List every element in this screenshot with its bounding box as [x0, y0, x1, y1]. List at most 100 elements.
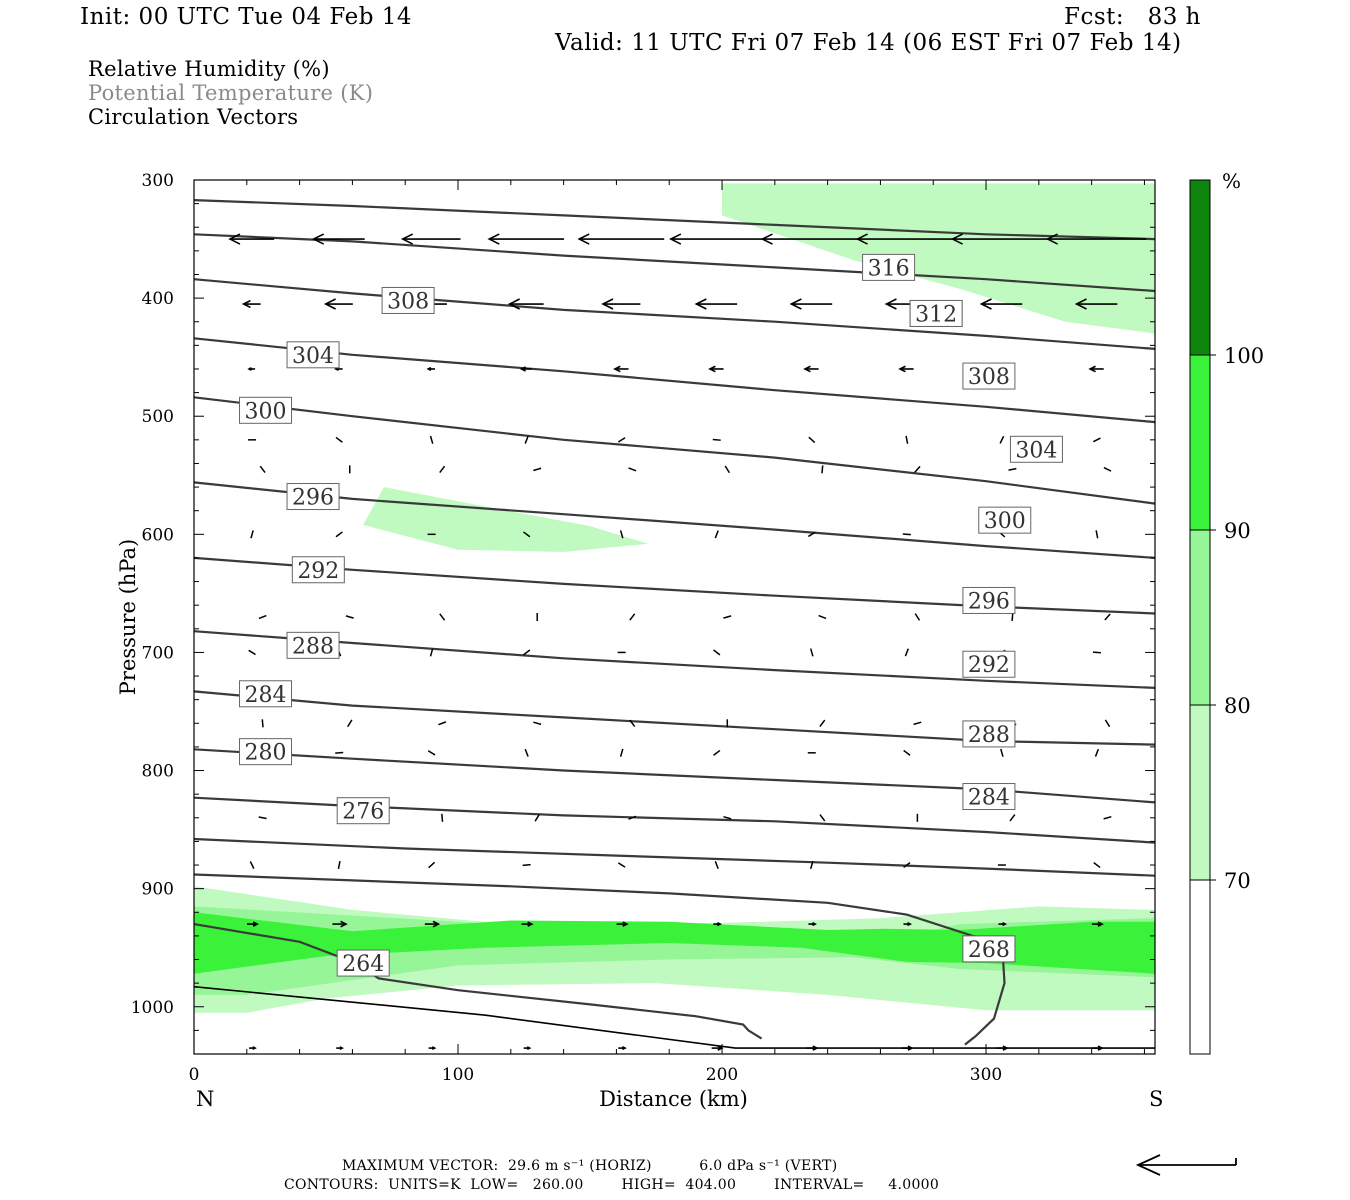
contour-label-300: 300 — [239, 396, 293, 424]
contour-label-box — [909, 299, 963, 327]
contour-label-text: 308 — [387, 289, 429, 314]
vector-head — [431, 1046, 437, 1051]
contour-label-276: 276 — [336, 797, 390, 825]
circulation-vector — [1088, 365, 1104, 373]
y-tick-label: 700 — [142, 643, 174, 663]
section-end-label: S — [1149, 1087, 1163, 1111]
vector-head — [487, 233, 500, 245]
circulation-vector — [428, 1046, 437, 1051]
colorbar-band — [1189, 179, 1211, 356]
circulation-vector-small — [337, 860, 341, 870]
contour-label-box — [239, 738, 293, 766]
circulation-vector-small — [903, 862, 911, 869]
contour-label-text: 316 — [868, 256, 910, 281]
vector-head — [519, 366, 526, 372]
circulation-vector-small — [712, 438, 721, 441]
circulation-vector — [249, 1046, 257, 1051]
contour-label-text: 264 — [342, 952, 384, 977]
circulation-vector-small — [259, 465, 266, 474]
contour-label-288: 288 — [286, 631, 340, 659]
circulation-vector-small — [258, 614, 267, 620]
circulation-vector-small — [999, 435, 1005, 444]
contour-label-box — [1009, 435, 1063, 463]
circulation-vector — [789, 298, 833, 310]
circulation-vector — [311, 233, 365, 245]
circulation-vector-small — [1011, 612, 1014, 622]
vector-head — [432, 920, 441, 928]
section-start-label: N — [196, 1087, 214, 1111]
vector-head — [979, 298, 992, 310]
circulation-vector-small — [1094, 748, 1100, 757]
circulation-vector-small — [723, 815, 732, 820]
vector-head — [339, 1046, 344, 1051]
circulation-vector-small — [629, 613, 636, 621]
circulation-vector — [400, 233, 461, 245]
vector-head — [898, 365, 906, 373]
contour-label-text: 304 — [1015, 438, 1057, 463]
colorbar-band — [1189, 354, 1211, 531]
vector-head — [228, 233, 241, 245]
circulation-vector — [336, 1046, 344, 1051]
theta-contour-316 — [193, 199, 1156, 241]
vector-head — [323, 298, 336, 310]
circulation-vector-small — [534, 813, 540, 822]
vector-head — [907, 922, 913, 927]
contour-label-288: 288 — [962, 720, 1016, 748]
x-tick-label: 200 — [706, 1065, 738, 1085]
circulation-vector — [760, 233, 862, 245]
colorbar-label: 70 — [1224, 869, 1251, 893]
circulation-vector — [694, 298, 738, 310]
rh-area-70-80 — [363, 487, 649, 552]
vector-head — [252, 1046, 257, 1051]
contour-label-312: 312 — [909, 299, 963, 327]
circulation-vector-small — [1093, 862, 1101, 869]
vector-head — [241, 299, 251, 309]
x-tick-label: 0 — [189, 1065, 200, 1085]
circulation-vector — [1074, 298, 1118, 310]
circulation-vector — [426, 366, 436, 372]
circulation-vector-small — [248, 649, 256, 656]
contour-label-264: 264 — [336, 949, 390, 977]
theta-contour-layer — [193, 199, 1156, 1049]
circulation-vector-small — [335, 751, 344, 754]
y-tick-label: 900 — [142, 880, 174, 900]
colorbar-label: 100 — [1224, 344, 1264, 368]
vector-head — [950, 233, 963, 245]
contour-label-304: 304 — [1009, 435, 1063, 463]
contour-label-box — [962, 586, 1016, 614]
contour-label-text: 300 — [984, 509, 1026, 534]
contour-label-box — [962, 650, 1016, 678]
vector-head — [400, 233, 414, 245]
circulation-vector-small — [441, 813, 444, 822]
circulation-vector — [708, 365, 724, 373]
vector-head — [613, 365, 621, 373]
vector-head — [708, 365, 716, 373]
circulation-vector-small — [914, 613, 921, 621]
vector-head — [527, 921, 534, 927]
circulation-vector-small — [533, 721, 542, 726]
vector-head — [812, 1045, 819, 1051]
circulation-vector — [998, 922, 1008, 927]
vector-head — [622, 1046, 627, 1051]
field-theta-label: Potential Temperature (K) — [88, 81, 374, 105]
circulation-vector-small — [523, 649, 531, 656]
vector-head — [1045, 233, 1058, 245]
vector-head — [884, 298, 897, 310]
circulation-vector-small — [258, 816, 267, 820]
circulation-vector-small — [335, 531, 343, 538]
circulation-vector — [713, 922, 722, 927]
theta-contour-268 — [193, 873, 1006, 1046]
theta-contour-300 — [193, 396, 1156, 505]
vector-head — [1074, 298, 1087, 310]
init-time: Init: 00 UTC Tue 04 Feb 14 — [80, 4, 413, 30]
circulation-vector-small — [1000, 748, 1004, 757]
vector-head — [1088, 365, 1096, 373]
vector-head — [340, 920, 348, 928]
contour-info-note: CONTOURS: UNITS=K LOW= 260.00 HIGH= 404.… — [284, 1177, 940, 1193]
contour-label-text: 288 — [292, 634, 334, 659]
contour-label-308: 308 — [962, 362, 1016, 390]
theta-contour-308 — [193, 278, 1156, 350]
vector-head — [601, 298, 614, 310]
contour-label-box — [291, 556, 345, 584]
